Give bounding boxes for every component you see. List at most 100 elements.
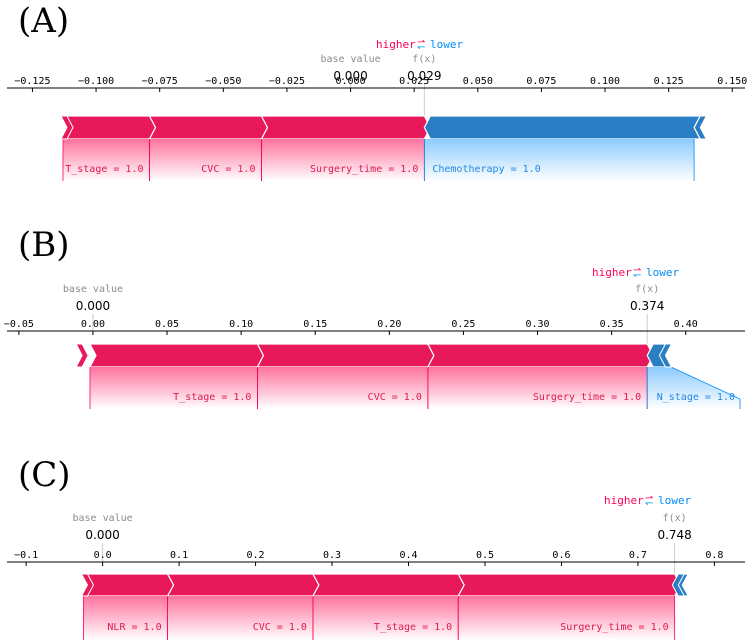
- x-tick-label: −0.05: [4, 319, 34, 330]
- feature-bar: [148, 115, 269, 140]
- x-tick-label: −0.100: [78, 76, 114, 87]
- base-value-number: 0.000: [85, 528, 119, 542]
- legend-lower: lower: [658, 494, 691, 507]
- x-tick-label: −0.125: [14, 76, 50, 87]
- fx-value: 0.748: [657, 528, 691, 542]
- base-value-number: 0.000: [333, 69, 367, 83]
- x-tick-label: 0.15: [303, 319, 327, 330]
- feature-label-shade: [312, 596, 459, 640]
- x-tick-label: 0.125: [654, 76, 684, 87]
- x-tick-label: 0.05: [155, 319, 179, 330]
- x-tick-label: −0.1: [14, 550, 38, 561]
- x-tick-label: 0.1: [170, 550, 188, 561]
- feature-label-shade: [424, 139, 695, 181]
- base-value-label: base value: [320, 54, 380, 65]
- x-tick-label: 0.30: [525, 319, 549, 330]
- feature-bar: [61, 115, 157, 140]
- x-tick-label: 0.20: [377, 319, 401, 330]
- legend-arrow-right: ⇀: [645, 493, 653, 504]
- panel-label: (A): [18, 1, 69, 41]
- base-value-number: 0.000: [76, 299, 110, 313]
- x-tick-label: 0.40: [674, 319, 698, 330]
- feature-bar: [426, 343, 654, 368]
- feature-label: NLR = 1.0: [107, 622, 161, 633]
- x-tick-label: −0.025: [269, 76, 305, 87]
- bar-start-cap: [75, 343, 89, 368]
- feature-label-shade: [83, 596, 168, 640]
- feature-label-shade: [167, 596, 313, 640]
- feature-label-shade: [62, 139, 150, 181]
- feature-bar: [256, 343, 435, 368]
- bar-start-cap: [60, 115, 74, 140]
- x-tick-label: 0.2: [247, 550, 265, 561]
- feature-label-shade: [257, 367, 428, 409]
- feature-label: CVC = 1.0: [368, 392, 422, 403]
- feature-label-shade: [261, 139, 425, 181]
- feature-label: Surgery_time = 1.0: [560, 622, 668, 633]
- feature-bar: [423, 115, 702, 140]
- feature-label: Surgery_time = 1.0: [310, 164, 418, 175]
- x-tick-label: 0.075: [526, 76, 556, 87]
- legend-lower: lower: [430, 38, 463, 51]
- x-tick-label: 0.4: [399, 550, 417, 561]
- feature-label-shade: [149, 139, 262, 181]
- bar-end-cap: [658, 343, 673, 368]
- feature-label: Chemotherapy = 1.0: [432, 164, 540, 175]
- bar-start-cap: [80, 573, 95, 597]
- base-value-label: base value: [63, 284, 123, 295]
- x-tick-label: 0.00: [81, 319, 105, 330]
- feature-label: N_stage = 1.0: [657, 392, 735, 403]
- legend-arrow-left: ↽: [645, 498, 653, 509]
- panel-label: (C): [18, 455, 71, 495]
- x-tick-label: 0.025: [399, 76, 429, 87]
- feature-label: T_stage = 1.0: [374, 622, 452, 633]
- feature-bar: [457, 573, 682, 597]
- x-tick-label: 0.100: [590, 76, 620, 87]
- legend-higher: higher: [604, 494, 644, 507]
- panel-label: (B): [18, 225, 70, 265]
- fx-label: f(x): [635, 284, 659, 295]
- fx-value: 0.374: [630, 299, 664, 313]
- feature-bar: [166, 573, 320, 597]
- x-tick-label: 0.25: [451, 319, 475, 330]
- x-tick-label: 0.150: [717, 76, 747, 87]
- x-tick-label: 0.7: [629, 550, 647, 561]
- feature-label: CVC = 1.0: [201, 164, 255, 175]
- x-tick-label: 0.10: [229, 319, 253, 330]
- x-tick-label: 0.8: [705, 550, 723, 561]
- feature-bar: [311, 573, 465, 597]
- legend-lower: lower: [646, 266, 679, 279]
- feature-label-shade: [458, 596, 675, 640]
- feature-label: Surgery_time = 1.0: [533, 392, 641, 403]
- feature-bar: [88, 343, 265, 368]
- x-tick-label: 0.0: [94, 550, 112, 561]
- feature-label: T_stage = 1.0: [65, 164, 143, 175]
- feature-bar: [82, 573, 175, 597]
- fx-label: f(x): [412, 54, 436, 65]
- feature-label: T_stage = 1.0: [173, 392, 251, 403]
- legend-arrow-right: ⇀: [417, 37, 425, 48]
- x-tick-label: −0.075: [142, 76, 178, 87]
- feature-label: CVC = 1.0: [253, 622, 307, 633]
- bar-end-cap: [671, 573, 686, 597]
- fx-value: 0.029: [407, 69, 441, 83]
- legend-higher: higher: [592, 266, 632, 279]
- bar-end-cap: [693, 115, 708, 140]
- base-value-label: base value: [72, 513, 132, 524]
- x-tick-label: −0.050: [205, 76, 241, 87]
- legend-arrow-right: ⇀: [633, 265, 641, 276]
- x-tick-label: 0.050: [463, 76, 493, 87]
- feature-label-shade: [427, 367, 648, 409]
- x-tick-label: 0.6: [552, 550, 570, 561]
- x-tick-label: 0.3: [323, 550, 341, 561]
- legend-higher: higher: [376, 38, 416, 51]
- x-tick-label: 0.5: [476, 550, 494, 561]
- x-tick-label: 0.000: [335, 76, 365, 87]
- feature-connector: [670, 366, 741, 400]
- legend-arrow-left: ↽: [633, 270, 641, 281]
- feature-label-shade: [647, 367, 740, 409]
- x-tick-label: 0.35: [600, 319, 624, 330]
- feature-label-shade: [89, 367, 258, 409]
- feature-bar: [260, 115, 432, 140]
